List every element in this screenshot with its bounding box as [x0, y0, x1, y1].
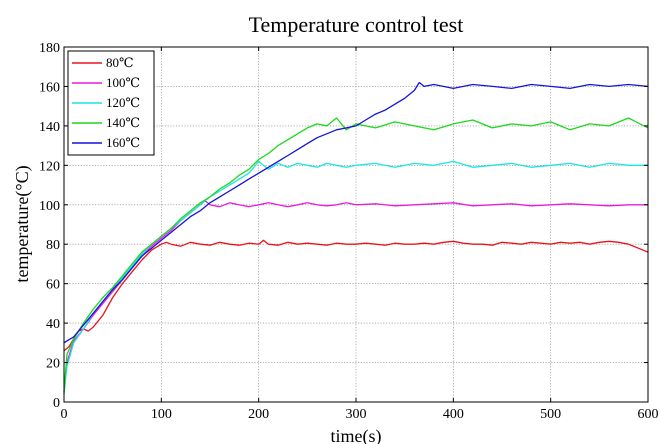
- y-tick-labels: 0 20 40 60 80 100 120 140 160 180: [39, 41, 60, 411]
- x-tick-label: 500: [540, 407, 561, 422]
- y-tick-label: 140: [39, 120, 60, 135]
- y-tick-label: 0: [53, 396, 60, 411]
- x-tick-label: 300: [346, 407, 367, 422]
- y-tick-label: 180: [39, 41, 60, 56]
- x-tick-label: 600: [638, 407, 659, 422]
- x-tick-labels: 0 100 200 300 400 500 600: [61, 407, 659, 422]
- series-line-2: [63, 160, 649, 395]
- x-axis-label: time(s): [331, 426, 382, 444]
- tick-marks: [63, 46, 649, 403]
- y-tick-label: 80: [46, 238, 60, 253]
- x-tick-label: 100: [151, 407, 172, 422]
- series-line-4: [63, 81, 649, 344]
- legend-label: 80℃: [106, 55, 134, 70]
- y-tick-label: 20: [46, 357, 60, 372]
- legend: 80℃ 100℃ 120℃ 140℃ 160℃: [67, 50, 155, 156]
- x-tick-label: 400: [443, 407, 464, 422]
- series-line-0: [63, 239, 649, 352]
- y-tick-label: 100: [39, 199, 60, 214]
- chart-title: Temperature control test: [249, 12, 464, 37]
- series-lines: [63, 81, 649, 395]
- y-tick-label: 60: [46, 278, 60, 293]
- series-line-3: [63, 117, 649, 393]
- y-axis-label: temperature(°C): [12, 165, 33, 282]
- y-tick-label: 40: [46, 317, 60, 332]
- legend-label: 140℃: [106, 115, 140, 130]
- legend-label: 160℃: [106, 135, 140, 150]
- legend-label: 120℃: [106, 95, 140, 110]
- x-tick-label: 200: [248, 407, 269, 422]
- legend-label: 100℃: [106, 75, 140, 90]
- x-tick-label: 0: [61, 407, 68, 422]
- y-tick-label: 120: [39, 159, 60, 174]
- y-tick-label: 160: [39, 80, 60, 95]
